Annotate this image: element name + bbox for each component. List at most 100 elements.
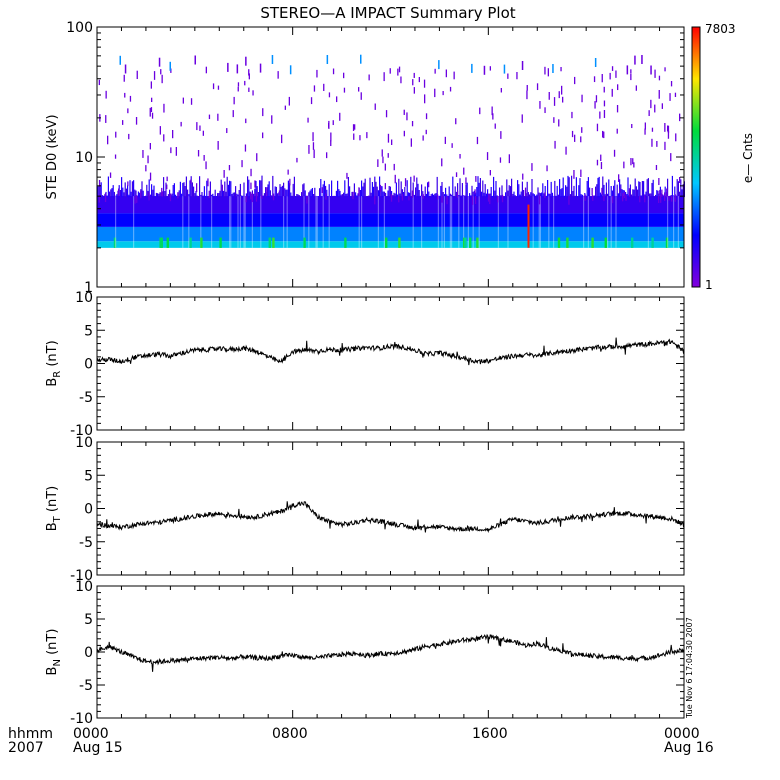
spectrogram-gap [538, 196, 540, 248]
spectrogram-column [309, 190, 311, 198]
spectrogram-column [454, 186, 456, 198]
panel-BR-frame [96, 296, 685, 431]
spectrogram-column [164, 191, 166, 198]
spectrogram-column [452, 176, 454, 198]
spectrogram-speck [136, 70, 138, 80]
spectrogram-column [131, 181, 133, 198]
spectrogram-column [128, 194, 130, 198]
spectrogram-speck [151, 112, 154, 119]
spectrogram-column [484, 184, 486, 198]
spectrogram-column [526, 181, 528, 198]
spectrogram-speck [425, 113, 428, 120]
spectrogram-column [481, 191, 483, 198]
panel-BR-ytick-label: -10 [70, 423, 93, 439]
spectrogram-speck [262, 132, 264, 139]
spectrogram-speck [248, 73, 250, 80]
spectrogram-column [562, 177, 564, 198]
spectrogram-column [459, 178, 461, 198]
spectrogram-speck [163, 103, 165, 113]
spectrogram-speck [410, 138, 412, 147]
spectrogram-column [381, 186, 383, 198]
spectrogram-hotspot [200, 237, 203, 248]
spectrogram-column [194, 193, 196, 198]
spectrogram-gap [322, 196, 324, 248]
spectrogram-column [103, 195, 105, 198]
spectrogram-speck [650, 99, 652, 109]
spectrogram-gap [182, 196, 184, 248]
spectrogram-speck [618, 174, 620, 182]
spectrogram-speck [128, 133, 130, 140]
spectrogram-speck [474, 195, 477, 204]
spectrogram-gap [383, 196, 385, 248]
spectrogram-column [283, 182, 285, 198]
spectrogram-column [257, 192, 259, 198]
spectrogram-hotspot [385, 237, 388, 248]
spectrogram-speck [366, 132, 368, 139]
plot-title: STEREO—A IMPACT Summary Plot [260, 4, 515, 22]
spectrogram-column [401, 189, 403, 198]
spectrogram-speck [670, 81, 673, 87]
spectrogram-speck [507, 73, 509, 79]
spectrogram-gap [377, 196, 379, 248]
spectrogram-column [135, 190, 137, 198]
spectrogram-speck [326, 152, 328, 159]
spectrogram-column [173, 183, 175, 198]
spectrogram-speck [244, 80, 246, 86]
spectrogram-speck [651, 127, 654, 132]
spectrogram-speck [266, 187, 268, 197]
spectrogram-speck [343, 87, 346, 93]
spectrogram-speck [483, 65, 486, 75]
spectrogram-column [200, 194, 202, 198]
spectrogram-speck [313, 149, 315, 159]
spectrogram-column [604, 194, 606, 198]
spectrogram-speck [538, 195, 541, 205]
spectrogram-hotspot [303, 237, 306, 248]
spectrogram-column [353, 183, 355, 198]
spectrogram-column [296, 194, 298, 198]
spectrogram-column [153, 185, 155, 198]
spectrogram-column [335, 190, 337, 198]
spectrogram-column [340, 194, 342, 198]
panel-BT-ytick-label: 10 [75, 435, 93, 451]
spectrogram-speck [596, 159, 599, 166]
panel-BN-ytick-label: 10 [75, 579, 93, 595]
spectrogram-column [297, 194, 299, 198]
spectrogram-speck [666, 188, 668, 198]
spectrogram-column [123, 192, 125, 198]
spectrogram-column [263, 193, 265, 198]
spectrogram-speck [98, 180, 101, 187]
spectrogram-speck [548, 92, 550, 100]
spectrogram-speck [594, 101, 596, 109]
spectrogram-speck [122, 120, 124, 125]
spectrogram-speck [196, 183, 198, 193]
spectrogram-speck [674, 92, 677, 97]
spectrogram-column [524, 196, 526, 198]
spectrogram-speck [441, 196, 443, 203]
spectrogram-speck [169, 61, 171, 71]
spectrogram-column [290, 192, 292, 198]
spectrogram-speck [516, 72, 518, 80]
spectrogram-column [219, 190, 221, 198]
spectrogram-speck [489, 195, 491, 205]
spectrogram-speck [444, 136, 446, 144]
spectrogram-column [333, 195, 335, 198]
spectrogram-column [376, 186, 378, 198]
spectrogram-column [364, 178, 366, 198]
spectrogram-column [247, 176, 249, 198]
spectrogram-column [532, 193, 534, 198]
spectrogram-speck [394, 174, 396, 184]
spectrogram-speck [455, 172, 458, 178]
spectrogram-speck [226, 128, 228, 134]
spectrogram-speck [611, 66, 614, 71]
spectrogram-speck [408, 196, 410, 201]
spectrogram-column [633, 189, 635, 198]
spectrogram-hotspot [631, 237, 634, 248]
spectrogram-column [616, 184, 618, 198]
spectrogram-column [295, 196, 297, 198]
spectrogram-speck [591, 188, 593, 196]
spectrogram-speck [503, 64, 506, 74]
spectrogram-column [448, 186, 450, 198]
spectrogram-column [549, 193, 551, 198]
spectrogram-speck [401, 194, 404, 201]
